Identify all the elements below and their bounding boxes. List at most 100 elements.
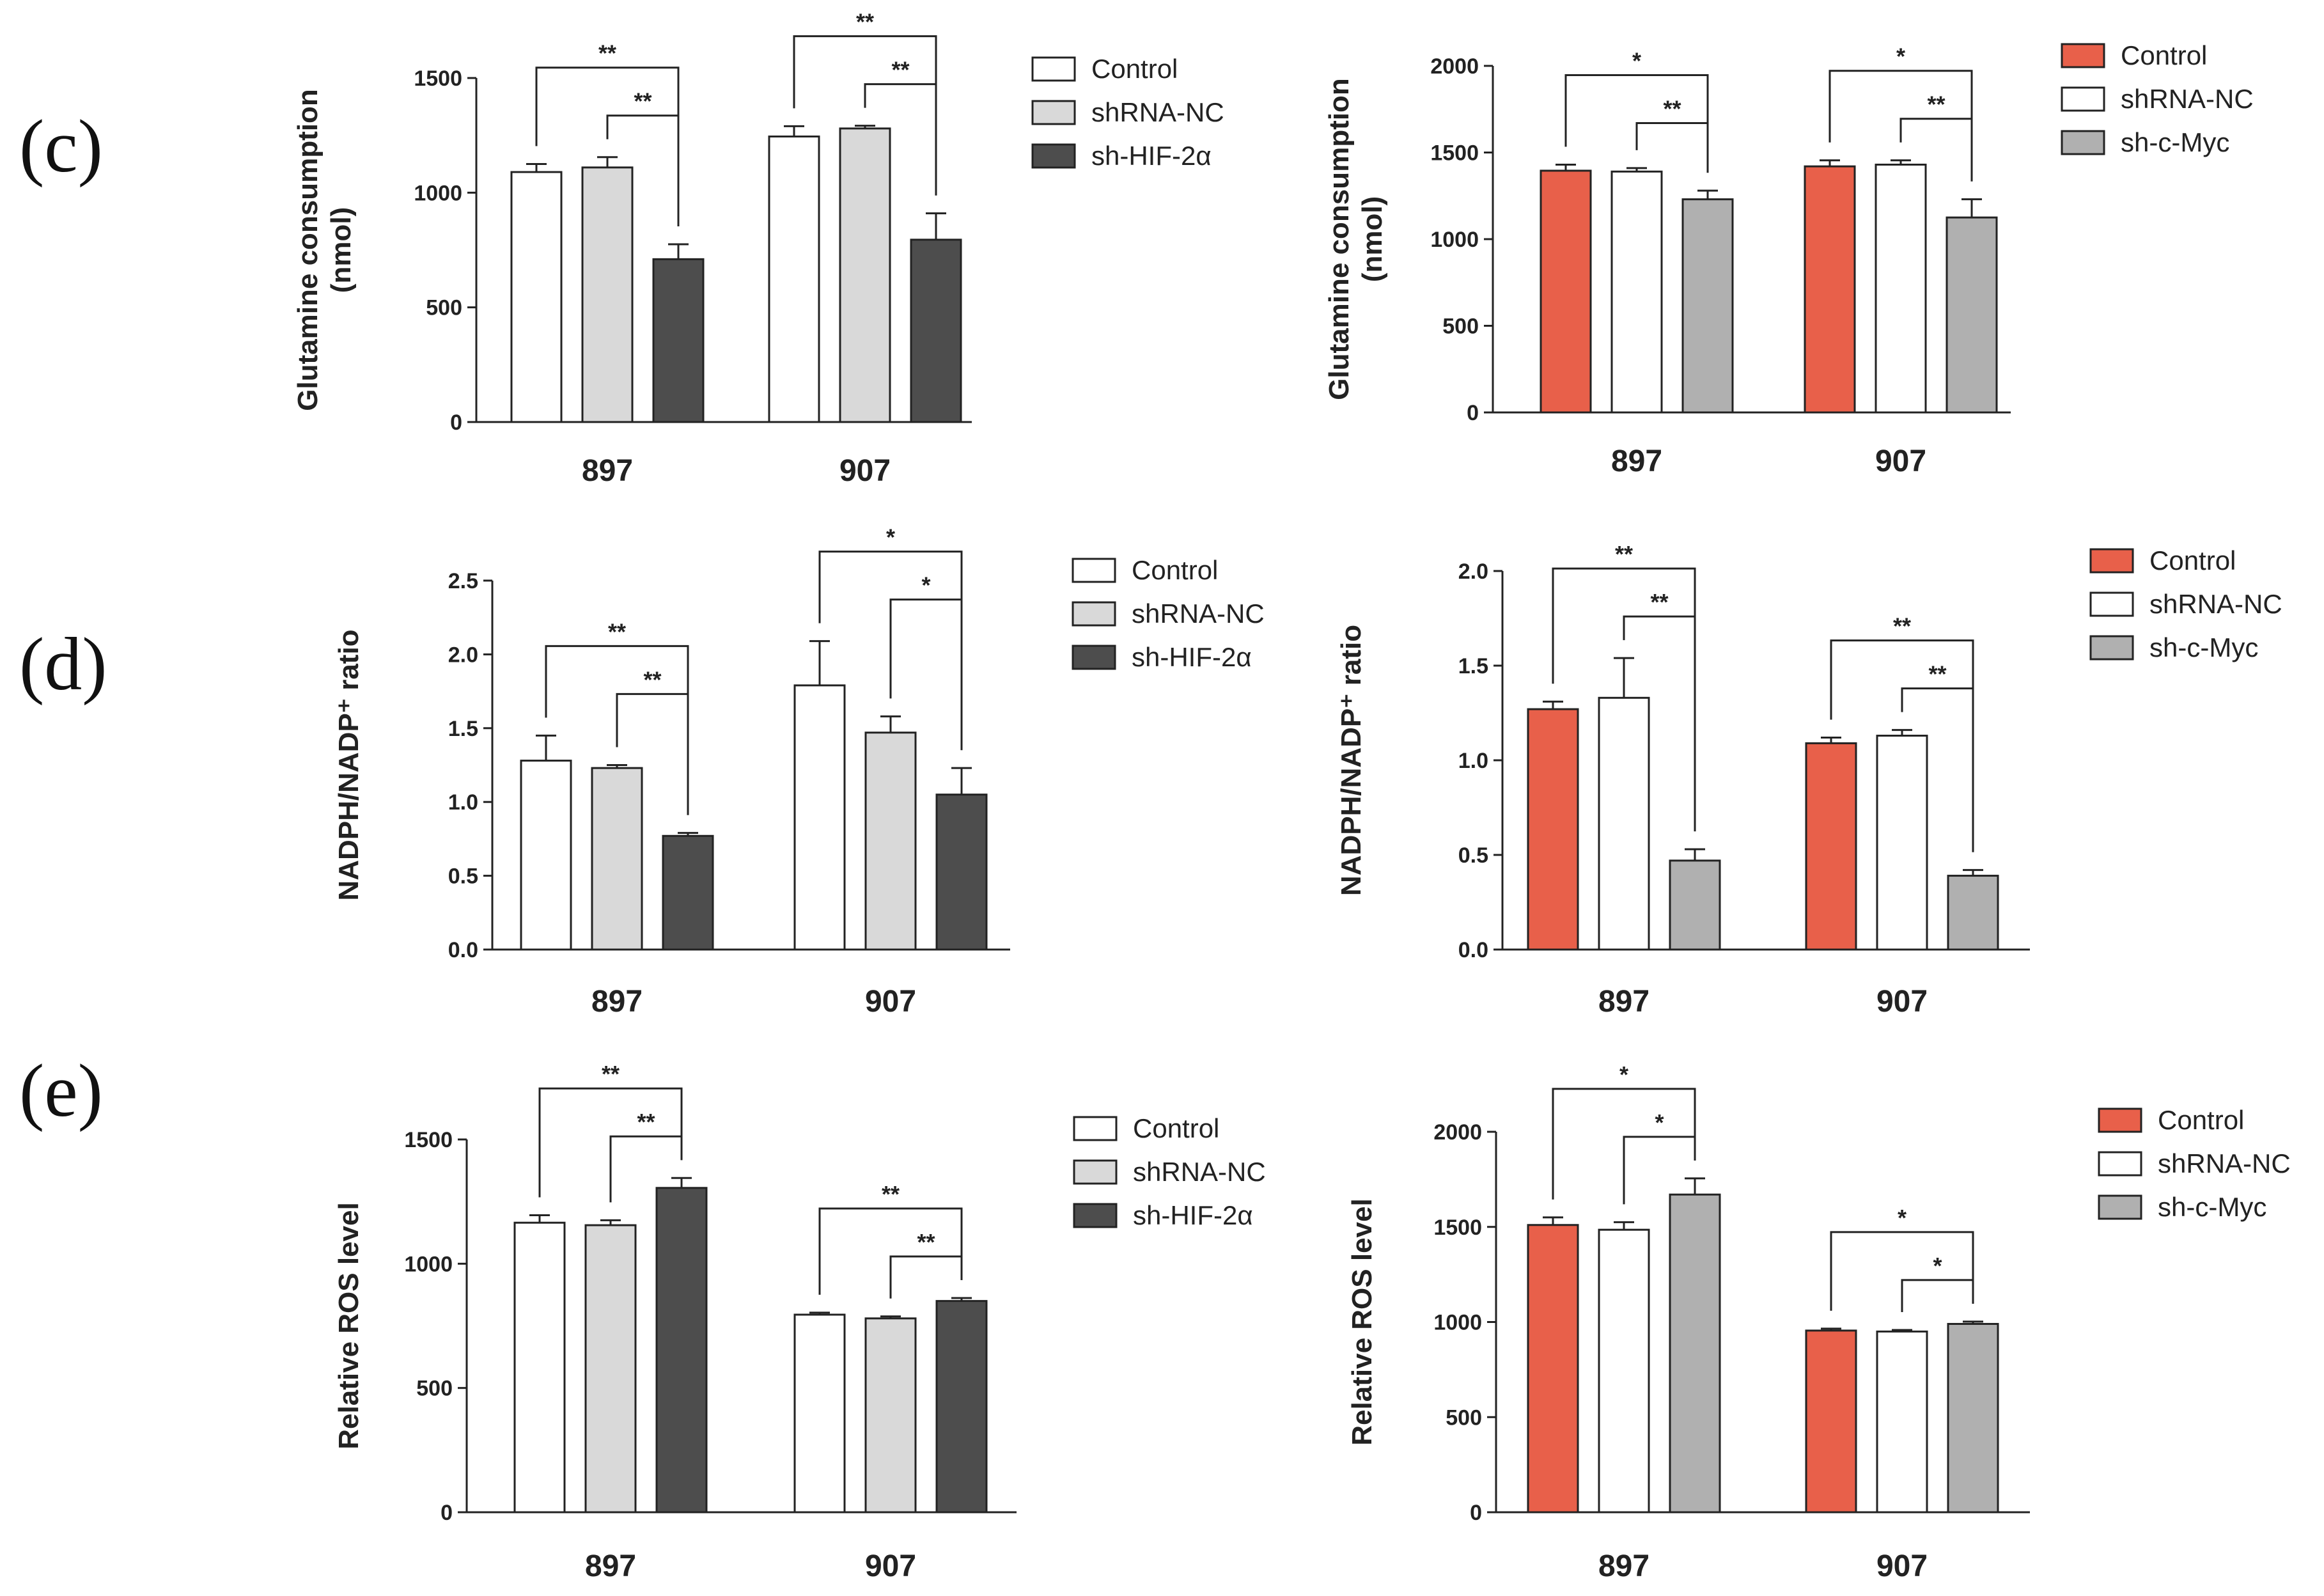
y-axis-label: Glutamine consumption	[1323, 78, 1355, 400]
bar-907-Control	[1805, 1329, 1857, 1514]
panel-label-d: (d)	[19, 622, 107, 706]
x-category-label: 897	[1598, 985, 1649, 1019]
bar-897-shRNA-NC	[584, 1224, 637, 1514]
bar-907-shRNA-NC	[864, 731, 917, 951]
legend-swatch	[1072, 601, 1116, 627]
y-tick-label: 2.5	[448, 569, 478, 593]
bar-897-Control	[520, 760, 572, 951]
significance-label: **	[882, 1181, 900, 1207]
significance-bracket	[616, 692, 689, 815]
significance-label: *	[1619, 1061, 1628, 1088]
y-tick-label: 1500	[414, 66, 462, 91]
legend-swatch	[2098, 1194, 2142, 1220]
chart-e-left: 0 500 1000 1500 Relative ROS level 897 907 ** **…	[333, 1061, 1266, 1583]
bar-897-sh-HIF-2α	[662, 834, 714, 951]
significance-label: *	[1632, 47, 1641, 74]
significance-label: *	[886, 524, 895, 551]
y-tick-label: 2000	[1430, 54, 1479, 79]
legend-label: sh-c-Myc	[2121, 127, 2229, 157]
bar-907-shRNA-NC	[1876, 735, 1928, 951]
panel-labels: (c) (d) (e)	[19, 104, 107, 1132]
bar-897-shRNA-NC	[581, 166, 634, 423]
bar-907-sh-HIF-2α	[910, 239, 962, 423]
y-axis-label: NADPH/NADP⁺ ratio	[1336, 625, 1367, 896]
y-axis-label: Relative ROS level	[333, 1202, 364, 1449]
legend-swatch	[2089, 548, 2134, 574]
x-category-label: 907	[865, 985, 916, 1019]
y-tick-label: 1.0	[1458, 749, 1488, 773]
significance-label: **	[1893, 613, 1911, 639]
significance-label: **	[1615, 541, 1633, 567]
bar-897-Control	[1540, 169, 1592, 414]
significance-label: *	[1898, 1205, 1907, 1231]
y-tick-label: 500	[1442, 315, 1479, 339]
x-category-label: 907	[1876, 985, 1928, 1019]
y-tick-label: 0.5	[1458, 843, 1488, 868]
y-tick-label: 1500	[1433, 1216, 1482, 1240]
significance-label: **	[637, 1109, 655, 1135]
chart-c-right: 0 500 1000 1500 2000 Glutamine consumption (nm…	[1323, 40, 2254, 478]
significance-label: **	[1927, 91, 1945, 118]
significance-label: *	[1896, 43, 1905, 70]
bar-897-shRNA-NC	[591, 767, 643, 951]
significance-label: *	[1655, 1109, 1664, 1136]
legend-swatch	[1031, 56, 1076, 82]
y-tick-label: 0.0	[1458, 938, 1488, 962]
legend-label: Control	[2149, 545, 2236, 575]
bar-897-sh-HIF-2α	[655, 1187, 708, 1514]
significance-bracket	[818, 1207, 963, 1295]
legend-label: shRNA-NC	[1132, 598, 1265, 629]
legend: Control shRNA-NC sh-HIF-2α	[1073, 1113, 1266, 1230]
significance-label: **	[1928, 661, 1946, 687]
bar-907-shRNA-NC	[1875, 163, 1927, 414]
legend-label: Control	[2158, 1105, 2244, 1135]
legend-label: sh-HIF-2α	[1133, 1200, 1253, 1230]
y-tick-label: 0	[450, 411, 462, 435]
x-category-label: 897	[585, 1549, 636, 1583]
significance-bracket	[606, 114, 680, 227]
bar-897-sh-c-Myc	[1669, 859, 1721, 951]
y-tick-label: 1000	[1430, 228, 1479, 252]
bar-907-Control	[1804, 165, 1856, 414]
significance-bracket	[1830, 1231, 1974, 1311]
legend-label: shRNA-NC	[1133, 1157, 1266, 1187]
y-tick-label: 2000	[1433, 1120, 1482, 1145]
legend-swatch	[1072, 645, 1116, 670]
legend: Control shRNA-NC sh-HIF-2α	[1031, 54, 1224, 171]
y-tick-label: 2.0	[448, 643, 478, 667]
y-tick-label: 1500	[1430, 141, 1479, 166]
bar-907-Control	[793, 684, 846, 951]
y-tick-label: 0	[441, 1501, 453, 1525]
chart-c-left: 0 500 1000 1500 Glutamine consumption (nmol) 8…	[292, 9, 1224, 488]
y-axis-label: Relative ROS level	[1346, 1198, 1378, 1445]
bar-897-shRNA-NC	[1598, 1228, 1650, 1514]
legend-label: Control	[1132, 555, 1218, 585]
significance-label: *	[921, 572, 930, 598]
significance-bracket	[1623, 1136, 1696, 1205]
bar-907-Control	[768, 135, 820, 423]
legend: Control shRNA-NC sh-c-Myc	[2089, 545, 2282, 662]
bar-897-shRNA-NC	[1598, 696, 1650, 951]
x-category-label: 907	[865, 1549, 916, 1583]
y-tick-label: 0.0	[448, 938, 478, 962]
panel-label-c: (c)	[19, 104, 103, 188]
bar-897-shRNA-NC	[1610, 170, 1663, 414]
legend: Control shRNA-NC sh-HIF-2α	[1072, 555, 1265, 672]
y-axis-label: Glutamine consumption	[292, 89, 324, 411]
legend-swatch	[1073, 1203, 1118, 1228]
legend-swatch	[1073, 1159, 1118, 1185]
x-category-label: 907	[1876, 1549, 1928, 1583]
bar-907-shRNA-NC	[839, 127, 891, 423]
legend-swatch	[2061, 43, 2105, 68]
significance-bracket	[889, 598, 963, 751]
y-tick-label: 0	[1470, 1501, 1482, 1525]
bar-897-Control	[1527, 708, 1579, 951]
legend-label: Control	[1091, 54, 1178, 84]
legend-swatch	[1073, 1116, 1118, 1141]
x-category-label: 897	[1611, 444, 1662, 478]
bar-907-shRNA-NC	[1876, 1330, 1928, 1514]
y-tick-label: 0.5	[448, 864, 478, 889]
significance-label: **	[602, 1061, 620, 1087]
